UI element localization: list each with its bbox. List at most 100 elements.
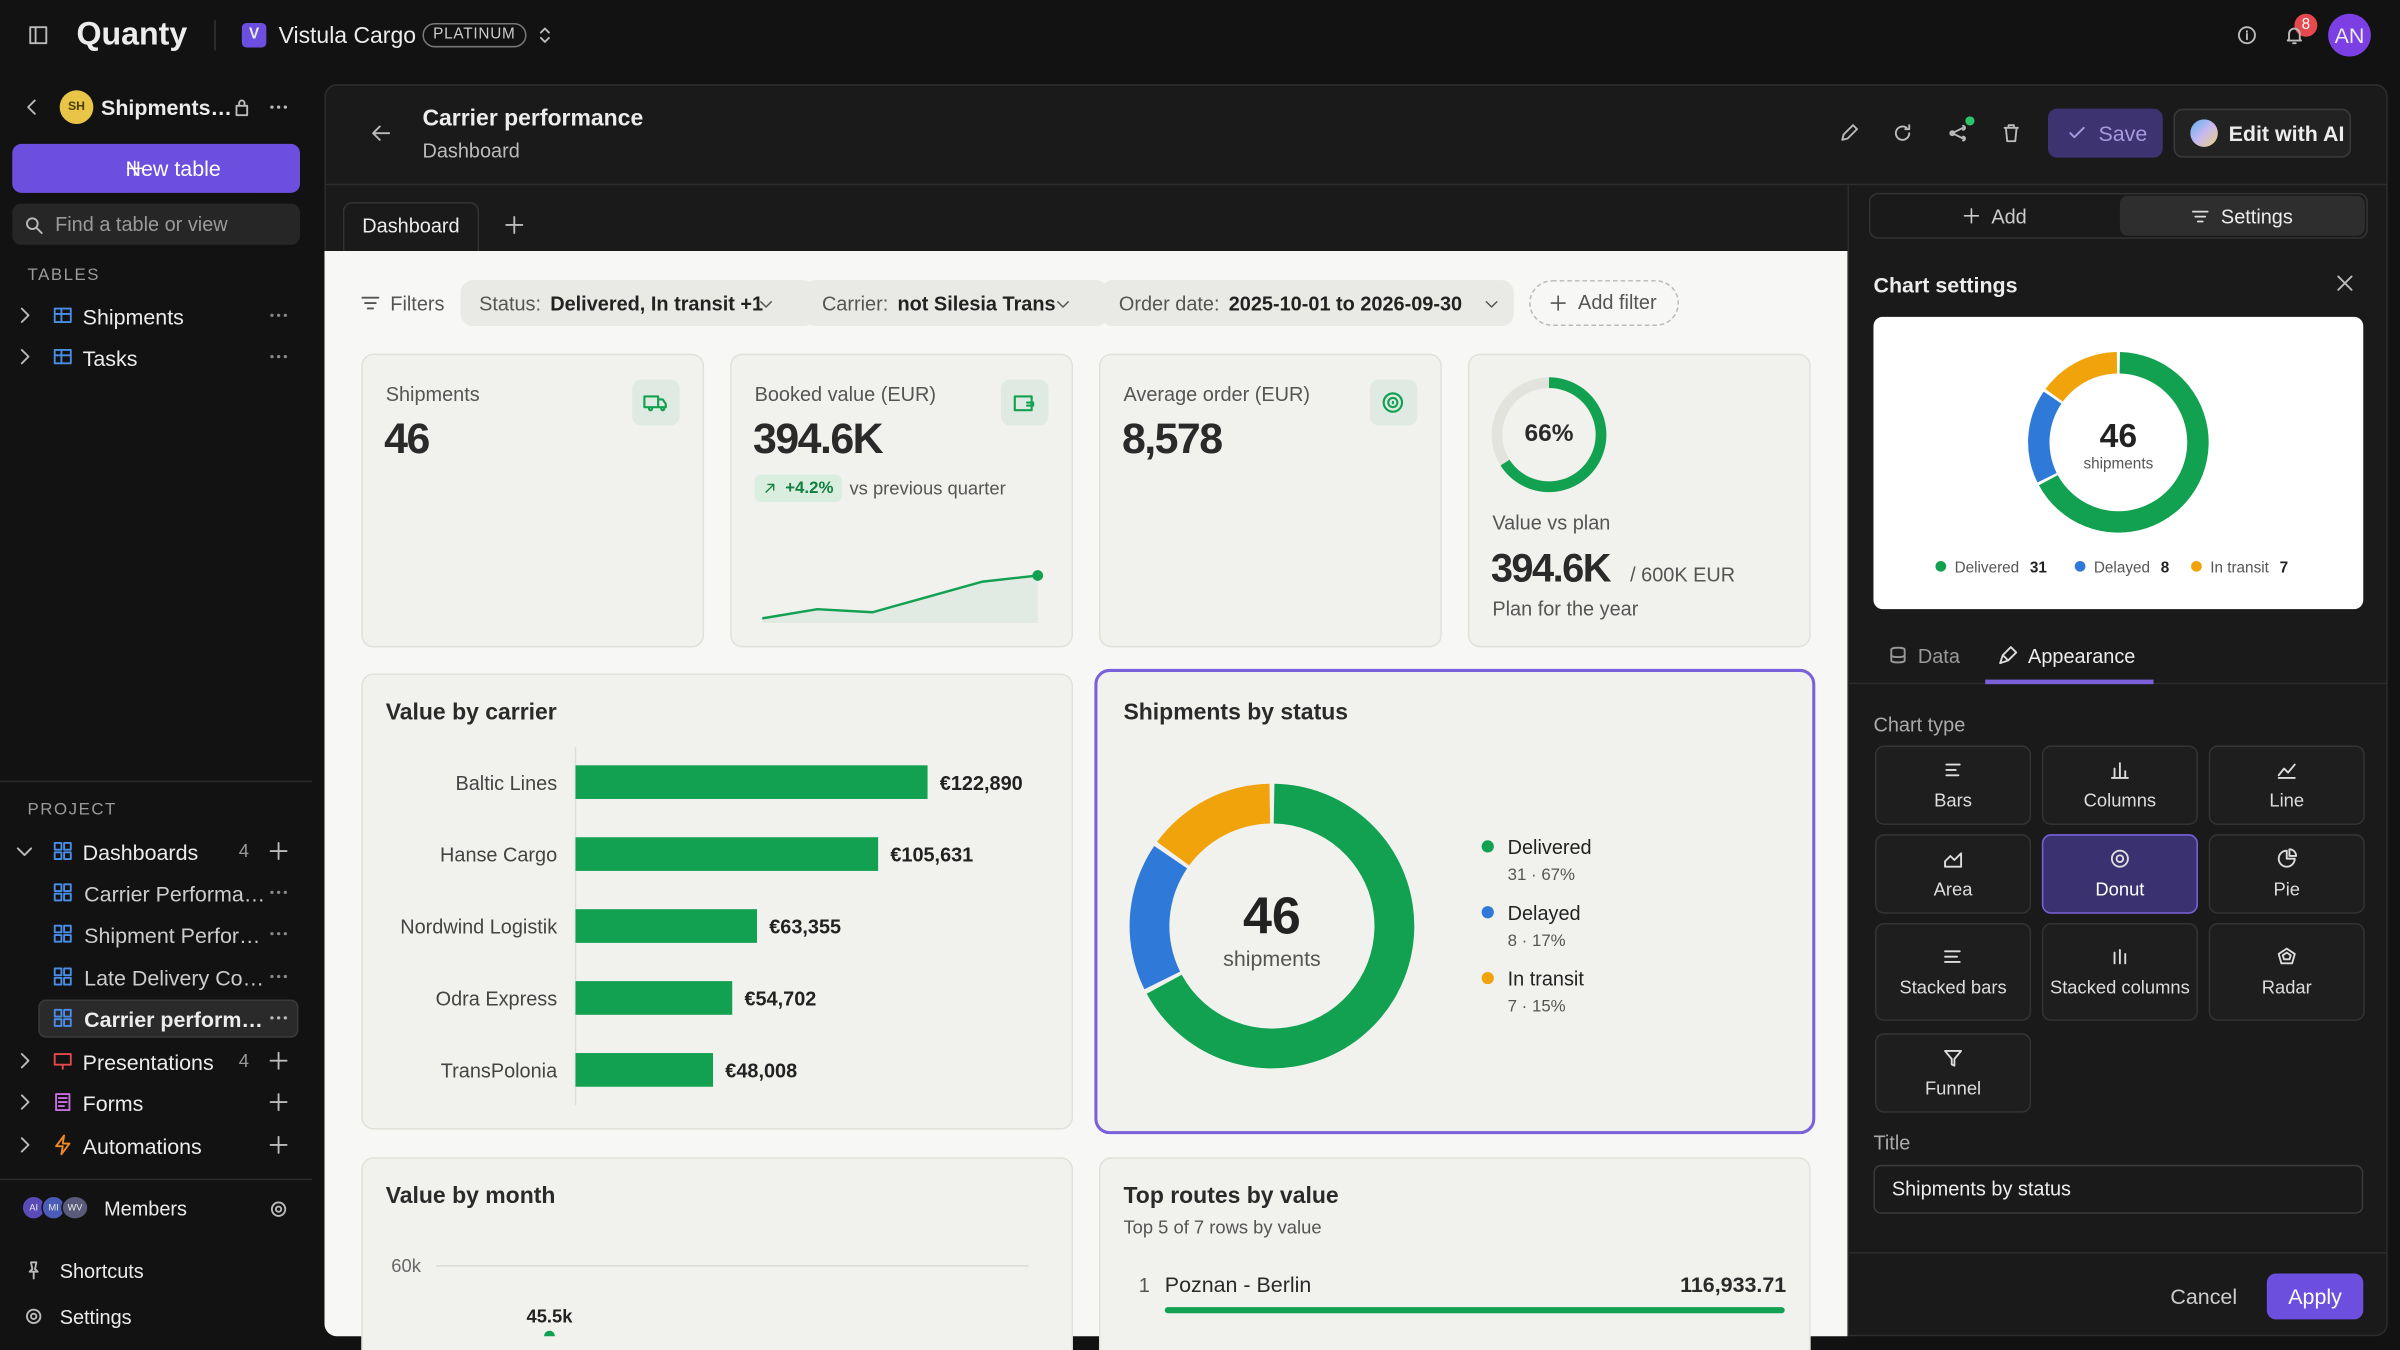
member-badges: MI <box>41 1195 66 1220</box>
div[interactable]: Apply <box>2266 1273 2364 1320</box>
label[interactable]: Presentations <box>82 1050 214 1075</box>
icon <box>270 313 288 317</box>
icon <box>2191 209 2208 222</box>
legend-label: In transit <box>1508 969 1585 991</box>
items[interactable]: Shipment Perfor… <box>84 922 261 948</box>
donut-segment <box>1129 845 1188 990</box>
chart-type-label: Stacked bars <box>1899 976 2007 998</box>
chart-type-button[interactable]: Donut <box>2041 834 2198 914</box>
subtabs[interactable]: Appearance <box>2028 644 2136 668</box>
chart-type-button[interactable]: Columns <box>2041 745 2198 825</box>
shortcuts[interactable]: Shortcuts <box>59 1259 144 1283</box>
icon-shape <box>372 125 391 141</box>
icon <box>20 1094 30 1110</box>
user-initials[interactable]: AN <box>2328 13 2371 57</box>
icon-shape <box>20 1094 30 1110</box>
icon-shape <box>53 307 72 323</box>
icon-shape <box>2191 209 2208 222</box>
legend-label: Delayed <box>1508 903 1581 925</box>
icon <box>269 1093 288 1112</box>
value: 8,578 <box>1121 414 1223 463</box>
div[interactable]: Add filter <box>1529 280 1680 327</box>
tables[interactable]: Shipments <box>82 304 184 330</box>
members[interactable]: Members <box>104 1196 188 1220</box>
icon <box>1382 392 1404 413</box>
tables-heading: TABLES <box>27 266 101 285</box>
brand: Quanty <box>76 16 188 53</box>
chart-type-button[interactable]: Stacked columns <box>2041 922 2198 1021</box>
tables[interactable]: Tasks <box>82 345 138 371</box>
chart-type-button[interactable]: Bars <box>1875 745 2032 825</box>
table-card <box>1098 1157 1811 1350</box>
icon-shape <box>20 348 30 365</box>
chart-type-button[interactable]: Radar <box>2208 922 2365 1021</box>
subtabs[interactable]: Data <box>1917 644 1960 668</box>
cancel[interactable]: Cancel <box>2170 1284 2238 1309</box>
icon <box>269 842 288 860</box>
tabs[interactable]: Add <box>1991 205 2027 229</box>
div[interactable]: Carrier: not Silesia Trans <box>803 280 1108 327</box>
preview-legend-label: In transit <box>2210 559 2269 576</box>
legend-value: 8 · 17% <box>1508 931 1566 950</box>
bar <box>575 909 758 943</box>
preview-legend-label: Delayed <box>2094 559 2150 576</box>
bar <box>575 1053 714 1087</box>
label[interactable]: Dashboards <box>82 840 199 865</box>
chart-type-button[interactable]: Pie <box>2208 834 2365 914</box>
icon <box>20 348 30 365</box>
value-label: 45.5k <box>527 1305 574 1326</box>
member-badges: WV <box>61 1195 89 1220</box>
icon-shape <box>759 300 772 307</box>
preview-donut-segment <box>2045 352 2118 402</box>
tabs[interactable]: Settings <box>2220 205 2293 229</box>
legend-label: Delivered <box>1508 837 1592 859</box>
chart-type-label: Area <box>1933 878 1973 900</box>
icon <box>53 842 72 860</box>
filter-value: Delivered, In transit +1 <box>550 291 764 315</box>
icon <box>1944 950 1961 963</box>
div[interactable]: Order date: 2025-10-01 to 2026-09-30 <box>1100 280 1515 327</box>
chart-type-button[interactable]: Stacked bars <box>1875 922 2032 1021</box>
forms[interactable]: Forms <box>82 1091 144 1116</box>
preview-donut-segment <box>2028 391 2062 483</box>
div[interactable]: Save <box>2047 108 2163 158</box>
preview-card <box>1873 316 2364 610</box>
segmented-control <box>1868 192 2368 239</box>
icon-shape <box>53 842 72 860</box>
div[interactable]: Find a table or view <box>12 203 300 245</box>
value-label: €48,008 <box>725 1061 797 1083</box>
icon <box>270 932 288 936</box>
icon-shape <box>270 1201 287 1217</box>
icon-shape <box>1841 124 1858 141</box>
div[interactable]: New table <box>12 143 300 193</box>
filter-key: Order date: <box>1118 291 1220 315</box>
icon-shape <box>1999 646 2018 665</box>
chart-type-label: Line <box>2269 789 2305 812</box>
chart-type-label: Donut <box>2095 878 2145 900</box>
automations[interactable]: Automations <box>82 1134 202 1159</box>
div[interactable]: Shipments by status <box>1873 1164 2364 1214</box>
preview-legend: Delivered 31 <box>1955 559 2048 576</box>
items[interactable]: Carrier Performa… <box>84 881 266 907</box>
icon <box>539 27 550 43</box>
category-label: Hanse Cargo <box>440 845 557 867</box>
label: Value vs plan <box>1492 511 1611 535</box>
icon <box>16 847 33 856</box>
div[interactable]: Status: Delivered, In transit +1 <box>460 280 816 327</box>
icon <box>1894 124 1911 141</box>
chart-type-button[interactable]: Line <box>2208 745 2365 825</box>
items[interactable]: Late Delivery Co… <box>84 965 265 991</box>
chart-type-button[interactable]: Area <box>1875 834 2032 914</box>
settings[interactable]: Settings <box>59 1305 132 1329</box>
legend-value: 31 · 67% <box>1508 865 1575 884</box>
icon <box>28 1261 39 1280</box>
icon <box>2238 26 2256 45</box>
div[interactable]: Dashboard <box>342 202 480 253</box>
chart-type-button[interactable]: Funnel <box>1875 1033 2032 1113</box>
member-badges: AI <box>21 1195 46 1220</box>
icon <box>372 125 391 141</box>
items[interactable]: Carrier perform… <box>84 1007 263 1032</box>
icon <box>20 1137 30 1153</box>
